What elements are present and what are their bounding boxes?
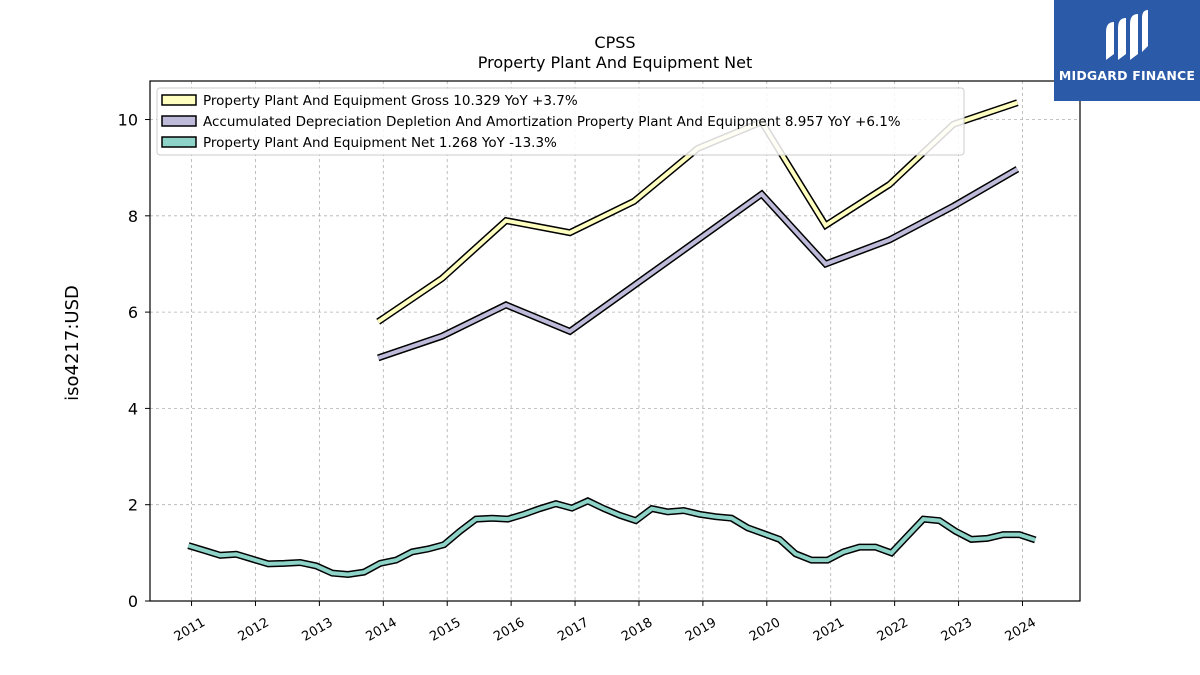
- series-outline: [377, 166, 1020, 362]
- x-tick-label: 2021: [811, 615, 847, 645]
- x-tick-label: 2011: [172, 615, 208, 645]
- y-tick-label: 0: [128, 592, 138, 611]
- x-tick-label: 2014: [363, 615, 399, 645]
- legend-entry: Accumulated Depreciation Depletion And A…: [203, 114, 901, 130]
- legend-entry: Property Plant And Equipment Net 1.268 Y…: [203, 135, 557, 151]
- y-tick-label: 2: [128, 496, 138, 515]
- x-tick-label: 2020: [747, 615, 783, 645]
- x-axis-ticks: 2011 2012 2013 2014 2015 2016 2017 2018 2019 2020…: [172, 601, 1039, 645]
- y-tick-label: 10: [118, 111, 138, 130]
- x-tick-label: 2015: [427, 615, 463, 645]
- logo-text: MIDGARD FINANCE: [1058, 68, 1196, 83]
- legend: Property Plant And Equipment Gross 10.32…: [156, 87, 965, 156]
- x-tick-label: 2016: [491, 615, 527, 645]
- y-axis-ticks: 0 2 4 6 8 10: [118, 111, 150, 611]
- series-stroke: [377, 167, 1019, 360]
- series-2-line: [377, 166, 1020, 362]
- legend-swatch: [161, 94, 197, 106]
- chart-subtitle: Property Plant And Equipment Net: [478, 53, 753, 72]
- legend-swatch: [161, 115, 197, 127]
- x-tick-label: 2012: [236, 615, 272, 645]
- series-lines: [187, 99, 1037, 579]
- chart-title: CPSS: [594, 33, 635, 52]
- grid-lines: [150, 81, 1080, 602]
- y-tick-label: 4: [128, 399, 138, 418]
- legend-swatch: [161, 136, 197, 148]
- series-stroke: [187, 498, 1036, 577]
- logo-mark-icon: [1106, 10, 1148, 60]
- x-tick-label: 2023: [939, 615, 975, 645]
- x-tick-label: 2017: [555, 615, 591, 645]
- x-tick-label: 2024: [1003, 615, 1039, 645]
- legend-box: [156, 87, 965, 156]
- x-tick-label: 2018: [619, 615, 655, 645]
- y-tick-label: 6: [128, 303, 138, 322]
- y-axis-label: iso4217:USD: [62, 285, 83, 401]
- plot-frame: [149, 80, 1081, 602]
- series-3-line: [187, 497, 1037, 579]
- x-tick-label: 2022: [875, 615, 911, 645]
- y-tick-label: 8: [128, 207, 138, 226]
- legend-entry: Property Plant And Equipment Gross 10.32…: [203, 93, 578, 109]
- midgard-finance-logo: MIDGARD FINANCE: [1054, 0, 1200, 101]
- x-tick-label: 2013: [300, 615, 336, 645]
- x-tick-label: 2019: [683, 615, 719, 645]
